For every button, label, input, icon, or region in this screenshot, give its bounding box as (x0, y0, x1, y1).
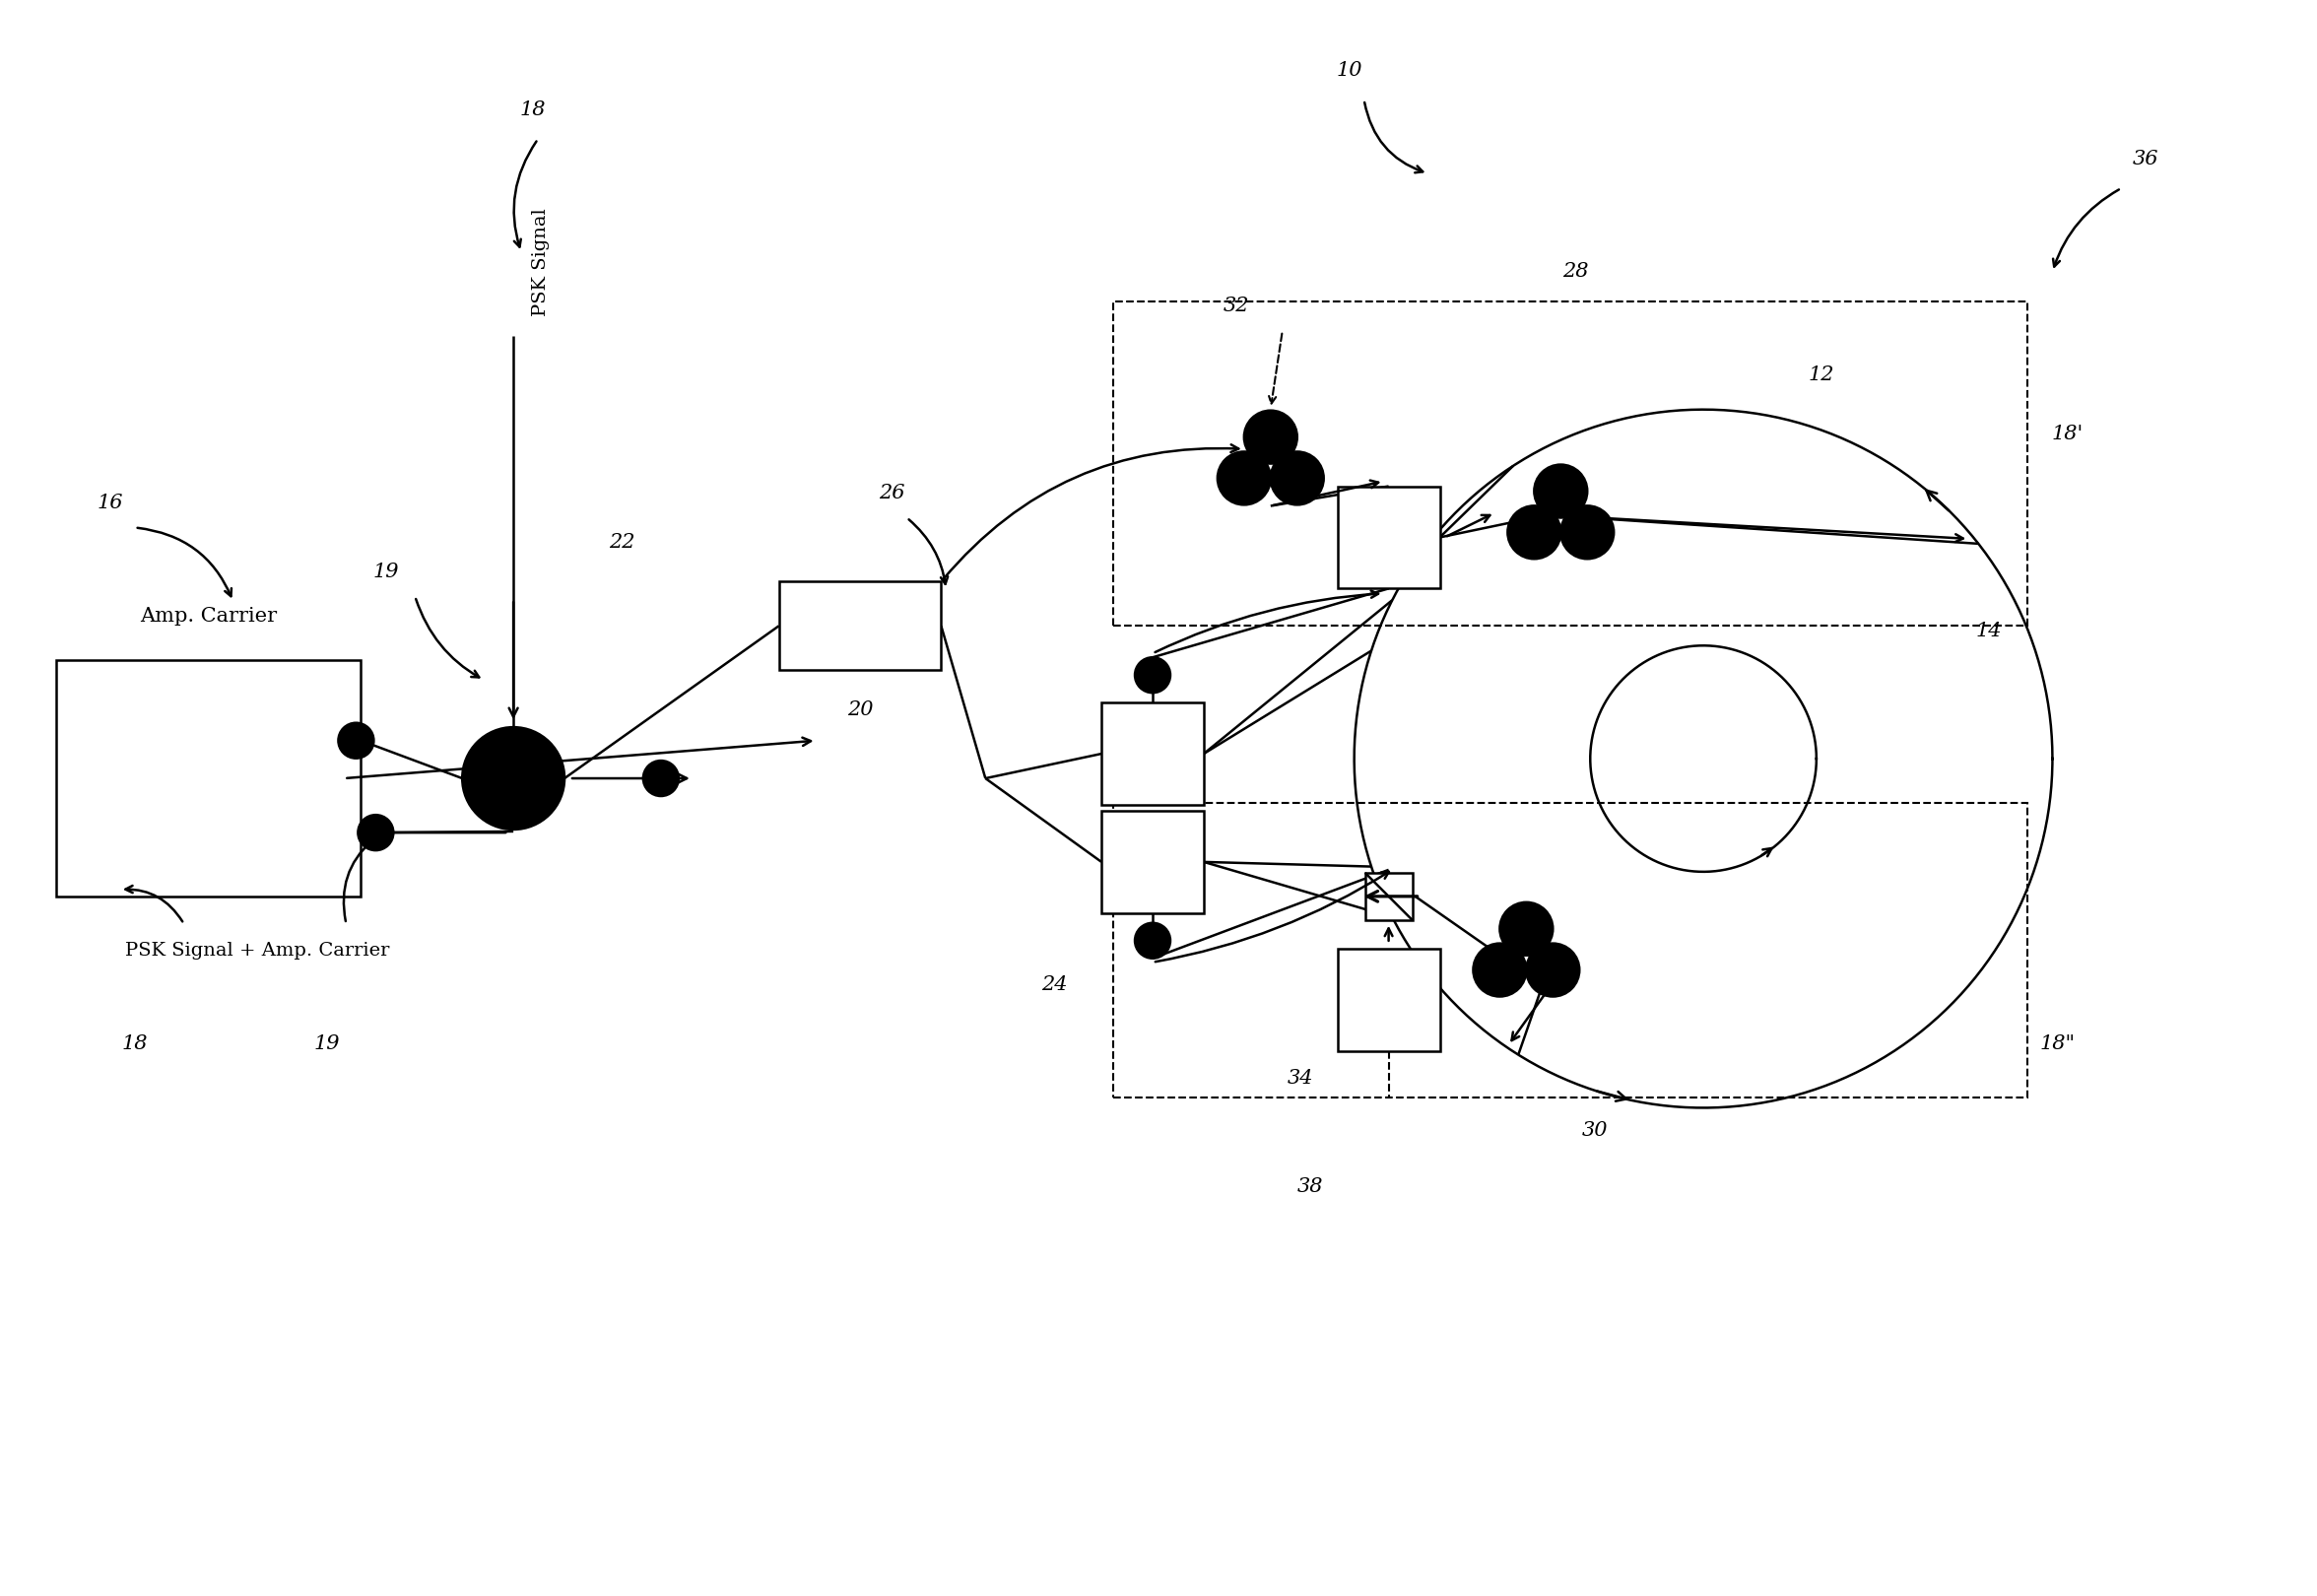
Circle shape (1527, 943, 1580, 996)
Circle shape (1135, 922, 1170, 958)
Circle shape (461, 728, 565, 830)
Text: PSK Signal + Amp. Carrier: PSK Signal + Amp. Carrier (125, 942, 389, 959)
Text: 34: 34 (1286, 1069, 1314, 1087)
Text: 36: 36 (2134, 150, 2159, 168)
Text: 19: 19 (373, 562, 399, 581)
Bar (1101, 811, 1205, 913)
Circle shape (1534, 464, 1587, 517)
Circle shape (1474, 943, 1527, 996)
Text: 32: 32 (1223, 297, 1249, 316)
Text: 12: 12 (1807, 365, 1835, 385)
Text: 10: 10 (1337, 61, 1362, 80)
Bar (779, 581, 941, 670)
Text: 16: 16 (97, 493, 123, 512)
Circle shape (1216, 452, 1270, 504)
Text: PSK Signal: PSK Signal (533, 207, 549, 316)
Bar (1337, 948, 1439, 1050)
Bar (1337, 487, 1439, 589)
Text: 18: 18 (519, 101, 547, 120)
Text: Amp. Carrier: Amp. Carrier (139, 606, 278, 626)
Text: 24: 24 (1040, 975, 1068, 994)
Circle shape (1244, 410, 1298, 463)
Circle shape (338, 723, 373, 758)
Circle shape (359, 816, 394, 851)
Text: 18': 18' (2051, 425, 2083, 444)
Bar (1365, 873, 1413, 919)
Bar (1101, 702, 1205, 804)
Circle shape (1135, 658, 1170, 693)
Circle shape (1562, 506, 1615, 559)
Text: 26: 26 (878, 484, 906, 503)
Circle shape (1499, 902, 1552, 956)
Bar (56, 661, 361, 897)
Text: 30: 30 (1583, 1120, 1608, 1140)
Circle shape (1508, 506, 1562, 559)
Text: 18: 18 (123, 1034, 148, 1053)
Text: 38: 38 (1298, 1178, 1323, 1195)
Circle shape (1270, 452, 1323, 504)
Text: 14: 14 (1976, 621, 2002, 640)
Text: 18": 18" (2039, 1034, 2076, 1053)
Text: 20: 20 (848, 701, 874, 718)
Circle shape (644, 761, 679, 796)
Bar (1112, 302, 2027, 626)
Text: 28: 28 (1562, 262, 1589, 281)
Text: 22: 22 (609, 533, 635, 552)
Text: 19: 19 (313, 1034, 341, 1053)
Bar (1112, 803, 2027, 1098)
